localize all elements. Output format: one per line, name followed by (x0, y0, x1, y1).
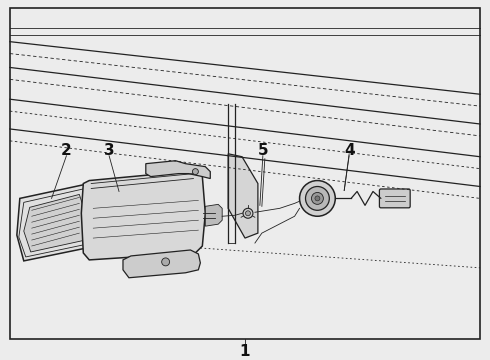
Text: 3: 3 (104, 143, 114, 158)
Circle shape (193, 168, 198, 175)
Text: 4: 4 (344, 143, 354, 158)
Polygon shape (24, 194, 86, 252)
Text: 1: 1 (240, 344, 250, 359)
Polygon shape (205, 204, 222, 226)
Circle shape (305, 186, 329, 210)
Circle shape (312, 193, 323, 204)
Circle shape (162, 258, 170, 266)
Text: 2: 2 (61, 143, 72, 158)
Polygon shape (146, 161, 210, 179)
FancyBboxPatch shape (379, 189, 410, 208)
Polygon shape (17, 184, 96, 261)
Polygon shape (228, 154, 258, 238)
Polygon shape (81, 171, 205, 260)
Polygon shape (123, 250, 200, 278)
Circle shape (243, 208, 253, 218)
Circle shape (315, 196, 320, 201)
Circle shape (245, 211, 250, 216)
Text: 5: 5 (258, 143, 268, 158)
Circle shape (299, 181, 335, 216)
